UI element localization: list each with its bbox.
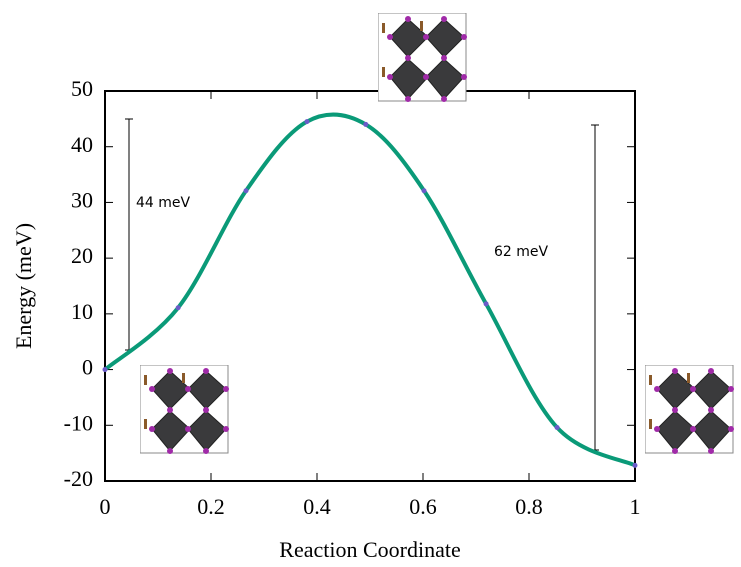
y-tick-label: 20	[71, 243, 93, 268]
annotation: 62 meV	[494, 244, 549, 260]
data-point	[102, 367, 108, 373]
y-tick-label: 50	[71, 76, 93, 101]
x-tick-label: 0.6	[409, 494, 437, 519]
data-point	[632, 462, 638, 468]
annotation: 44 meV	[136, 195, 191, 211]
y-tick-label: 10	[71, 299, 93, 324]
x-tick-label: 0.8	[515, 494, 543, 519]
x-tick-label: 0.2	[197, 494, 225, 519]
data-point	[554, 425, 560, 431]
data-point	[304, 119, 310, 125]
y-tick-label: 0	[82, 355, 93, 380]
y-tick-label: 30	[71, 187, 93, 212]
y-axis-label: Energy (meV)	[11, 223, 36, 349]
structure-image	[378, 13, 468, 103]
x-tick-label: 0.4	[303, 494, 331, 519]
data-point	[421, 188, 427, 194]
energy-curve	[103, 112, 636, 468]
y-tick-label: 40	[71, 132, 93, 157]
data-point	[175, 305, 181, 311]
x-axis-label: Reaction Coordinate	[279, 537, 460, 562]
structure-image	[140, 365, 230, 455]
y-tick-label: -20	[64, 466, 93, 491]
plot-frame	[104, 90, 636, 482]
x-tick-label: 1	[630, 494, 641, 519]
data-point	[363, 121, 369, 127]
data-point	[483, 301, 489, 307]
data-point	[243, 188, 249, 194]
y-tick-label: -10	[64, 410, 93, 435]
structure-image	[645, 365, 735, 455]
x-tick-label: 0	[100, 494, 111, 519]
